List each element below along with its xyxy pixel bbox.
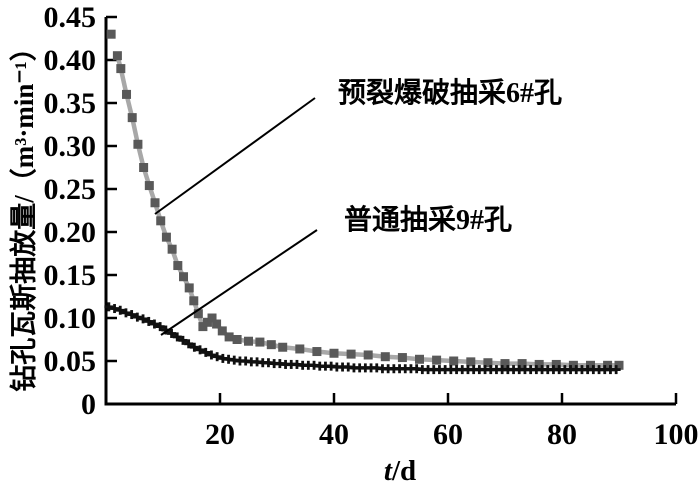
- y-tick-label: 0.20: [44, 216, 97, 249]
- x-tick-label: 40: [319, 418, 349, 451]
- series-1-marker: [603, 360, 613, 370]
- series-1-marker: [329, 348, 339, 358]
- series-1-marker: [127, 113, 137, 123]
- series-1-marker: [449, 356, 459, 366]
- series-1-marker: [217, 326, 227, 336]
- series-1-marker: [363, 350, 373, 360]
- y-tick-label: 0.15: [44, 259, 97, 292]
- x-axis-title-variable: t: [383, 455, 392, 487]
- annotation-label: 普通抽采9#孔: [344, 204, 512, 236]
- series-1-marker: [116, 64, 126, 74]
- y-tick-label: 0.30: [44, 130, 97, 163]
- series-1-marker: [255, 337, 265, 347]
- series-1-marker: [202, 317, 212, 327]
- x-tick-label: 80: [547, 418, 577, 451]
- series-1-marker: [232, 335, 242, 344]
- y-tick-label: 0.35: [44, 87, 97, 120]
- series-1-marker: [415, 354, 424, 364]
- x-axis-title-unit: /d: [391, 455, 417, 487]
- series-1-marker: [150, 198, 160, 208]
- series-1-marker: [397, 353, 407, 363]
- series-1-marker: [551, 359, 561, 369]
- series-1-marker: [144, 181, 154, 191]
- series-1-marker: [517, 359, 527, 369]
- series-1-marker: [212, 319, 222, 329]
- series-1-marker: [312, 347, 322, 357]
- series-1-marker: [466, 357, 476, 367]
- series-1-marker: [586, 360, 595, 370]
- y-axis-title: 钻孔瓦斯抽放量/（m³·min⁻¹）: [9, 34, 39, 392]
- y-tick-label: 0: [81, 388, 96, 421]
- series-1-marker: [380, 352, 390, 362]
- series-1-marker: [278, 342, 288, 352]
- annotation-leader-line: [154, 97, 316, 215]
- series-1-marker: [244, 336, 253, 346]
- y-tick-label: 0.45: [44, 1, 97, 34]
- series-1-marker: [568, 360, 578, 370]
- series-1-marker: [106, 29, 116, 39]
- series-1-marker: [189, 296, 199, 306]
- series-1-marker: [184, 283, 194, 293]
- series-1-marker: [224, 332, 234, 342]
- x-axis-title: t/d: [300, 455, 500, 488]
- series-1-marker: [432, 355, 442, 365]
- series-1-marker: [161, 232, 171, 242]
- y-tick-label: 0.10: [44, 302, 97, 335]
- series-1-marker: [133, 139, 143, 149]
- series-1-marker: [614, 360, 624, 370]
- series-1-marker: [112, 51, 122, 61]
- series-1-marker: [198, 322, 208, 332]
- x-tick-label: 100: [654, 418, 699, 451]
- series-1-marker: [139, 163, 149, 172]
- series-1-marker: [483, 358, 493, 368]
- series-1-marker: [179, 272, 189, 282]
- series-1-marker: [534, 359, 544, 369]
- series-1-marker: [207, 313, 217, 323]
- series-1-marker: [193, 309, 203, 319]
- series-1-marker: [167, 244, 177, 254]
- series-1-marker: [346, 349, 356, 359]
- y-tick-label: 0.05: [44, 345, 97, 378]
- series-1-marker: [500, 359, 510, 369]
- series-1-marker: [266, 340, 276, 350]
- series-1-marker: [295, 344, 305, 354]
- series-1-marker: [156, 216, 166, 226]
- x-tick-label: 20: [205, 418, 235, 451]
- y-tick-label: 0.25: [44, 173, 97, 206]
- annotation-leader-line: [160, 229, 318, 336]
- series-1-marker: [122, 89, 132, 99]
- x-tick-label: 60: [433, 418, 463, 451]
- series-1-marker: [173, 261, 183, 271]
- y-tick-label: 0.40: [44, 44, 97, 77]
- annotation-label: 预裂爆破抽采6#孔: [338, 77, 562, 109]
